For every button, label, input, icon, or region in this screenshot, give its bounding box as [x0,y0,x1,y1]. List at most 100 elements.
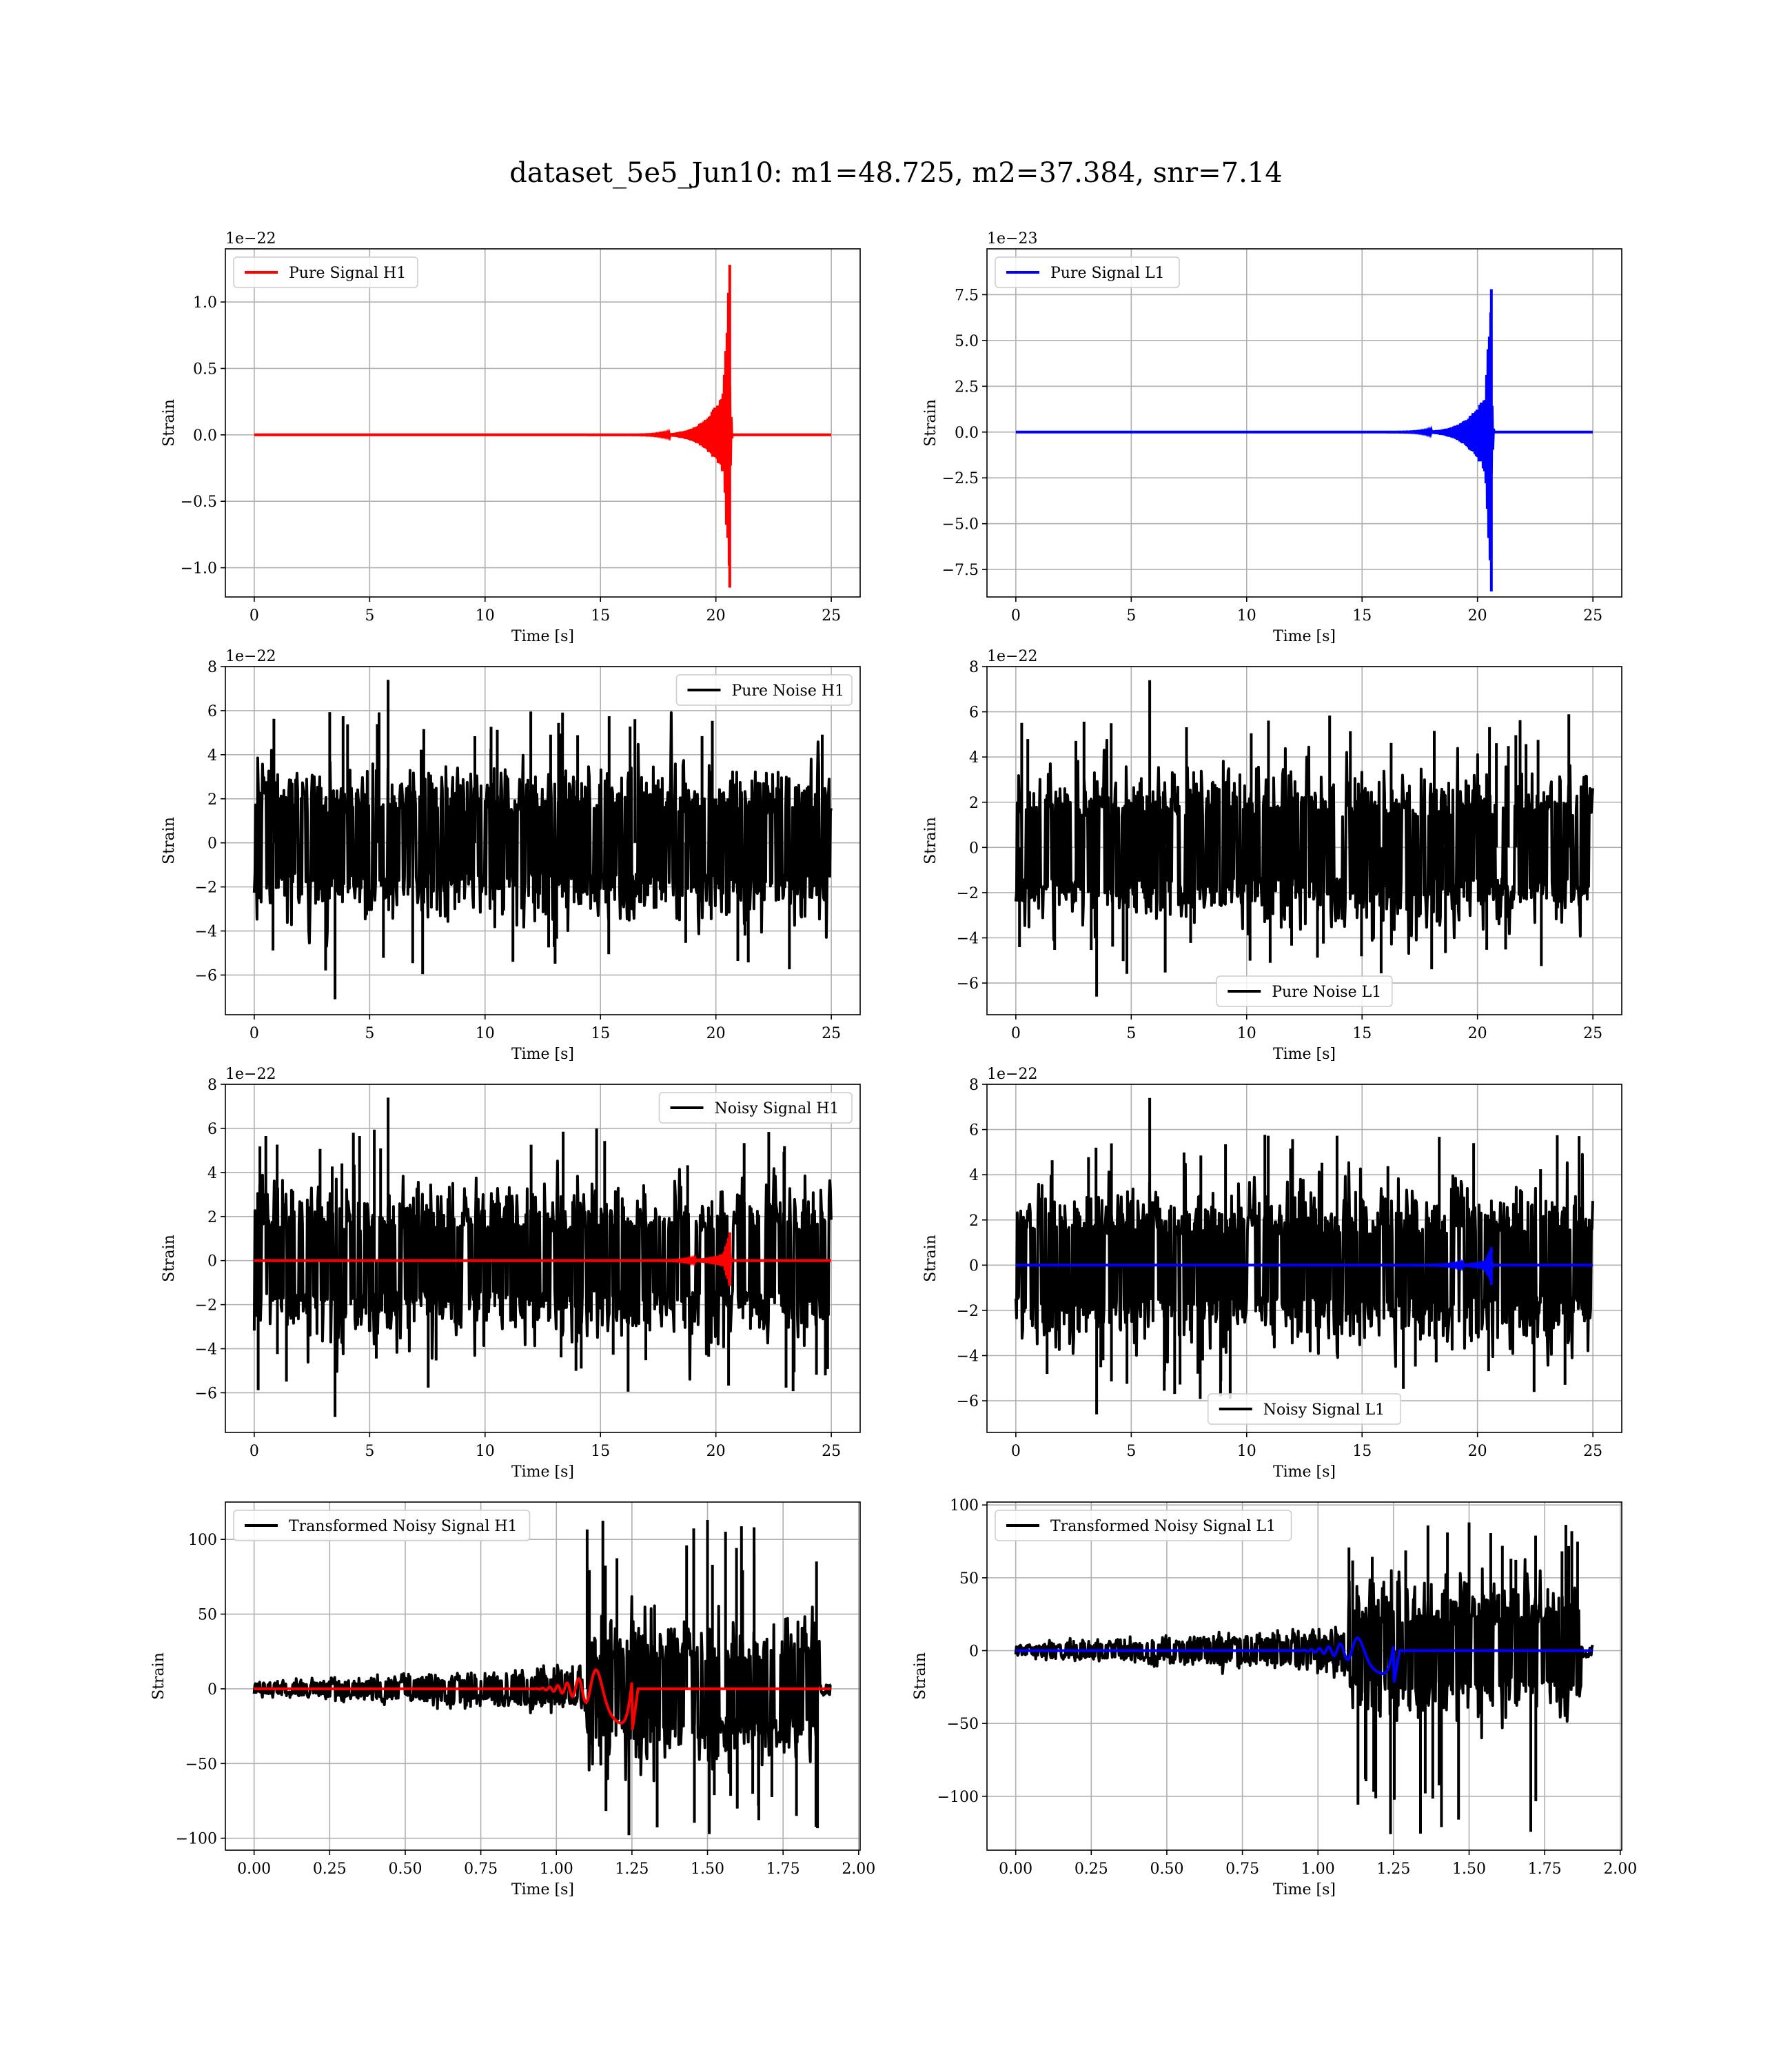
y-tick-label: 0 [969,1643,979,1661]
x-axis-label: Time [s] [1273,1463,1336,1481]
x-tick-label: 2.00 [842,1861,875,1878]
grid [987,249,1622,597]
chart-panel-pure-signal-h1: 0 5 10 15 20 25 −1.0 −0.5 0.0 0.5 1.0 Time [s] Strai… [161,230,861,645]
legend: Noisy Signal L1 [1208,1393,1401,1425]
x-tick-label: 0 [1011,607,1021,625]
x-tick-label: 0.50 [1150,1861,1183,1878]
y-tick-label: 8 [207,659,217,676]
plot-area [254,265,831,588]
chart-panel-transformed-noisy-signal-h1: 0.00 0.25 0.50 0.75 1.00 1.25 1.50 1.75 2.00 −100… [150,1501,875,1898]
legend-label: Pure Signal L1 [1050,265,1165,282]
y-tick-label: 8 [969,1077,979,1094]
y-tick-label: 100 [950,1497,979,1514]
plot-area [252,1520,832,1836]
legend: Transformed Noisy Signal L1 [995,1510,1292,1541]
y-tick-label: −4 [957,931,979,948]
y-tick-label: 0.0 [193,427,217,445]
x-tick-label: 1.00 [540,1861,573,1878]
y-tick-label: −6 [957,975,979,993]
axis-offset-text: 1e−22 [987,648,1037,665]
series-line-signal [254,265,831,588]
y-tick-label: 1.0 [193,294,217,312]
axis-offset-text: 1e−22 [987,1066,1037,1083]
chart-panel-pure-signal-l1: 0 5 10 15 20 25 −7.5 −5.0 −2.5 0.0 2.5 5.0 7.5 Time [… [922,230,1622,645]
y-axis-label: Strain [912,1652,929,1700]
legend: Pure Signal L1 [995,256,1180,288]
legend-box [1208,1393,1401,1425]
y-tick-label: 8 [207,1077,217,1094]
legend-label: Pure Noise H1 [732,682,845,700]
y-tick-label: 8 [969,659,979,676]
y-tick-label: 0 [207,835,217,853]
y-axis-label: Strain [922,1235,939,1282]
legend-label: Noisy Signal L1 [1263,1401,1385,1419]
x-tick-label: 20 [1468,607,1487,625]
y-tick-label: 50 [198,1607,217,1624]
y-tick-label: 0 [969,1257,979,1275]
legend-box [675,674,853,706]
x-tick-label: 1.50 [1452,1861,1486,1878]
chart-panel-pure-noise-h1: 0 5 10 15 20 25 −6 −4 −2 0 2 4 6 8 Time [s] Strain 1e−22… [161,648,861,1063]
legend-label: Noisy Signal H1 [715,1100,839,1117]
figure-title: dataset_5e5_Jun10: m1=48.725, m2=37.384,… [509,157,1283,189]
y-tick-label: 0.5 [193,361,217,378]
y-tick-label: 2 [969,1213,979,1230]
legend-box [1216,975,1393,1007]
x-tick-label: 25 [1583,1443,1602,1460]
y-tick-label: −2 [957,1303,979,1320]
series-line-noise [1014,1097,1594,1415]
x-tick-label: 25 [1583,607,1602,625]
x-tick-label: 20 [706,1443,726,1460]
plot-frame [986,666,1622,1015]
y-tick-label: −7.5 [942,562,979,579]
x-tick-label: 20 [706,1025,726,1042]
y-tick-label: 0 [969,840,979,857]
y-axis-label: Strain [150,1652,167,1700]
x-axis-label: Time [s] [511,1463,574,1481]
legend-box [233,1510,531,1541]
grid [225,249,860,597]
y-tick-label: 6 [969,1122,979,1139]
x-tick-label: 25 [822,1025,841,1042]
plot-frame [986,248,1622,598]
x-axis-label: Time [s] [511,1046,574,1063]
x-tick-label: 1.00 [1301,1861,1335,1878]
y-tick-label: −6 [957,1393,979,1410]
x-tick-label: 0.25 [1075,1861,1108,1878]
y-tick-label: 0 [207,1681,217,1699]
y-tick-label: 6 [969,704,979,722]
axis-offset-text: 1e−22 [225,1066,276,1083]
plot-area [1015,289,1593,591]
plot-area [1014,680,1594,997]
y-tick-label: −6 [195,1385,217,1402]
y-tick-label: 4 [207,747,217,764]
x-axis-label: Time [s] [511,1881,574,1898]
y-tick-label: −4 [957,1348,979,1366]
y-tick-label: 2.5 [955,378,979,396]
y-tick-label: −2 [195,1297,217,1315]
plot-area [252,680,833,1000]
series-line-signal [1015,1247,1593,1285]
series-line-signal [254,1232,831,1286]
x-tick-label: 10 [476,1025,495,1042]
series-line-noise [1014,680,1594,997]
x-tick-label: 0 [250,1025,259,1042]
x-tick-label: 0.25 [313,1861,347,1878]
x-tick-label: 15 [1352,607,1372,625]
y-tick-label: −100 [176,1831,217,1848]
y-tick-label: 2 [969,795,979,812]
series-line-transformed-noise [252,1520,832,1836]
legend-label: Transformed Noisy Signal H1 [289,1518,518,1535]
x-tick-label: 10 [1237,1443,1256,1460]
x-tick-label: 0 [1011,1443,1021,1460]
x-tick-label: 1.25 [615,1861,649,1878]
x-tick-label: 15 [591,1443,610,1460]
y-tick-label: −100 [937,1789,979,1806]
y-tick-label: −50 [947,1716,979,1733]
legend-box [995,1510,1292,1541]
x-tick-label: 10 [476,607,495,625]
y-tick-label: 6 [207,703,217,720]
y-tick-label: 4 [207,1165,217,1182]
x-tick-label: 15 [1352,1443,1372,1460]
legend-label: Transformed Noisy Signal L1 [1050,1518,1276,1535]
